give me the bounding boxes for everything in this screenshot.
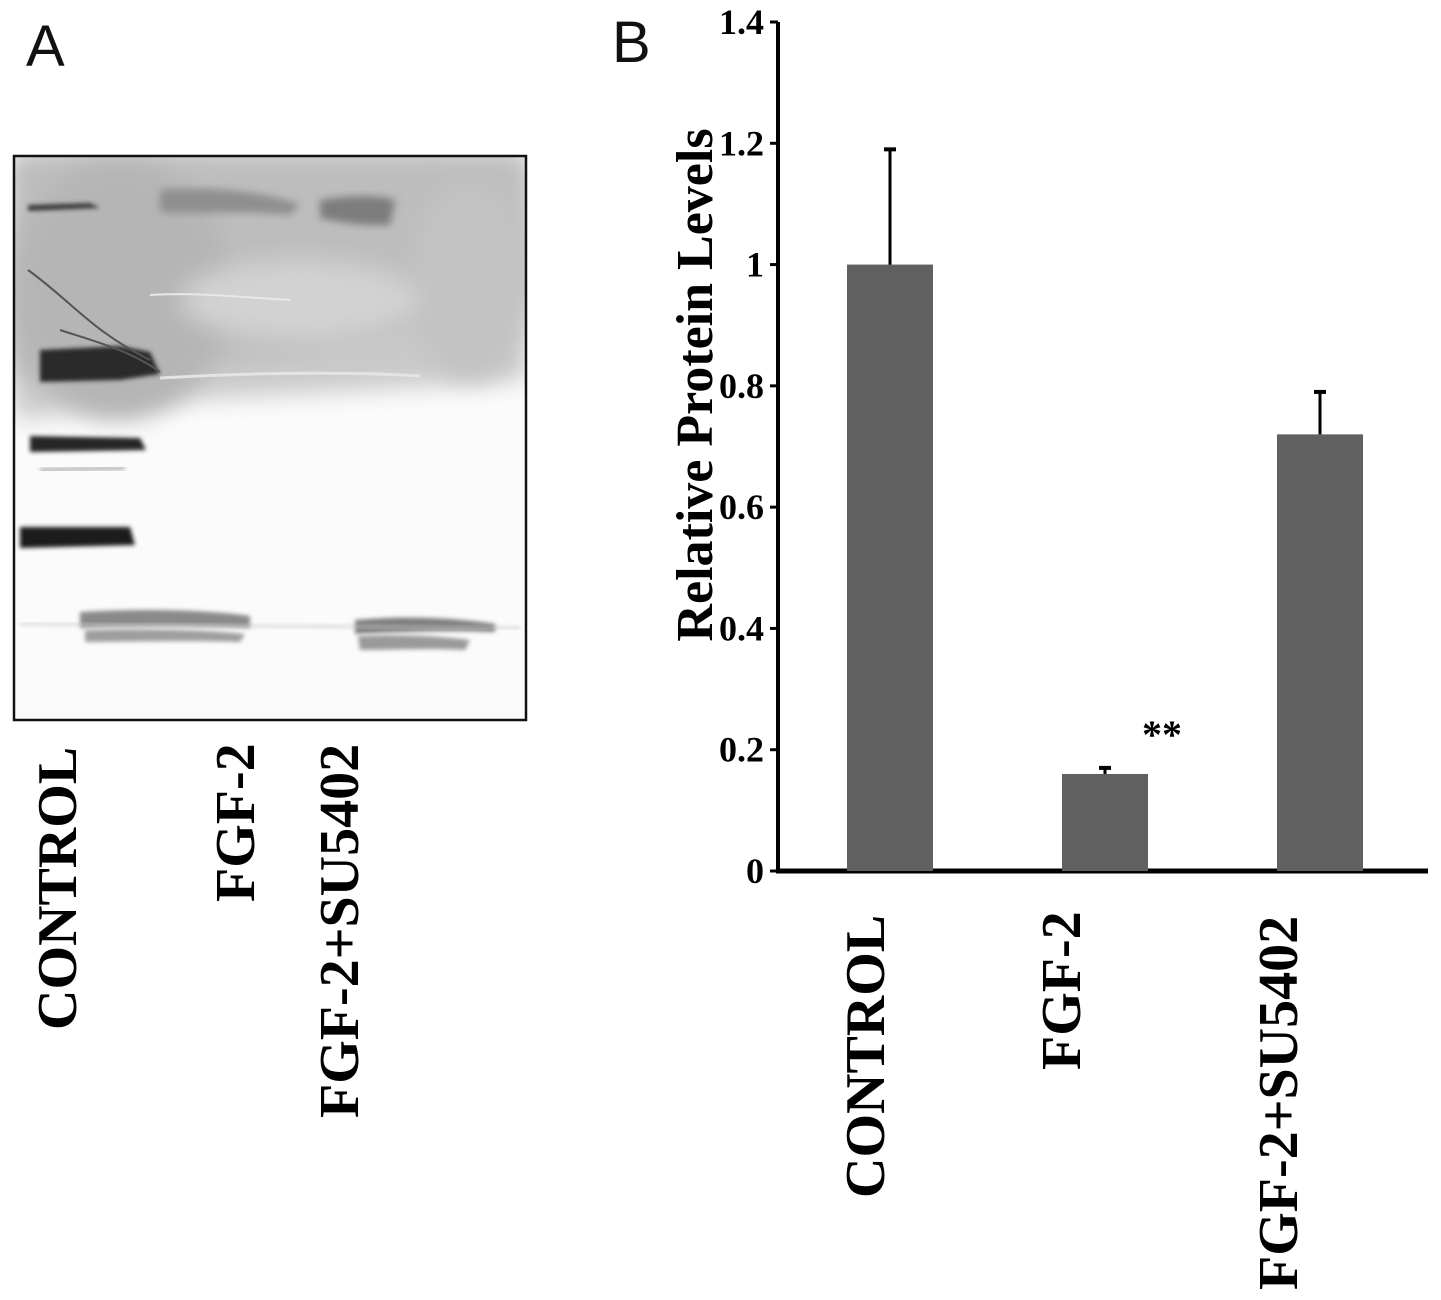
y-tick-label: 0.4: [719, 608, 764, 648]
y-tick-label: 0.8: [719, 366, 764, 406]
panel-b-label: B: [612, 10, 651, 75]
bar-fgf-2: [1062, 773, 1148, 871]
y-tick-label: 1: [746, 245, 764, 285]
panel-a-label: A: [26, 14, 65, 79]
significance-marker: **: [1142, 712, 1182, 757]
y-tick-label: 0.6: [719, 487, 764, 527]
y-tick-label: 0: [746, 851, 764, 891]
x-tick-label: FGF-2+SU5402: [1248, 916, 1310, 1290]
y-axis-title: Relative Protein Levels: [667, 128, 724, 641]
x-tick-label: CONTROL: [835, 915, 897, 1198]
x-tick-label: FGF-2: [1031, 911, 1093, 1070]
bar-fgf-2-su5402: [1277, 434, 1363, 871]
y-tick-label: 1.2: [719, 123, 764, 163]
bar-control: [847, 264, 933, 872]
y-tick-label: 1.4: [719, 2, 764, 42]
y-tick-label: 0.2: [719, 730, 764, 770]
